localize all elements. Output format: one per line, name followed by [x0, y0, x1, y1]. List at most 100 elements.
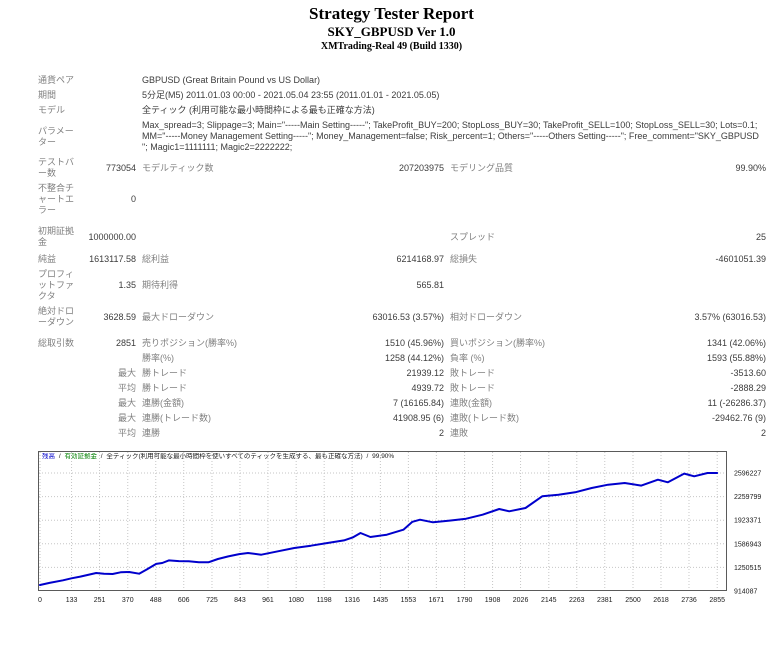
row-value: 1341 (42.06%)	[706, 338, 766, 348]
row-label: 不整合チャートエラー	[38, 183, 75, 215]
row-desc: 買いポジション(勝率%)	[450, 338, 545, 348]
svg-text:488: 488	[150, 597, 162, 604]
svg-text:914087: 914087	[734, 589, 757, 596]
row-desc: 相対ドローダウン	[450, 311, 523, 322]
row-desc: 勝トレード	[142, 383, 188, 393]
row-value: 6214168.97	[396, 254, 444, 264]
svg-text:2736: 2736	[681, 597, 697, 604]
svg-text:961: 961	[262, 597, 274, 604]
table-row-model: モデル 全ティック (利用可能な最小時間枠による最も正確な方法)	[38, 105, 766, 116]
svg-text:0: 0	[38, 597, 42, 604]
row-desc: モデルティック数	[142, 162, 214, 173]
row-sublabel: 最大	[117, 398, 136, 408]
svg-text:2263: 2263	[569, 597, 585, 604]
svg-text:1908: 1908	[485, 597, 501, 604]
row-value: 565.81	[416, 280, 444, 290]
svg-text:606: 606	[178, 597, 190, 604]
table-row-bars-tested: テストバー数 773054 モデルティック数 207203975 モデリング品質…	[38, 157, 766, 179]
row-desc: スプレッド	[450, 231, 496, 242]
svg-text:1435: 1435	[373, 597, 389, 604]
row-sublabel: 最大	[117, 368, 136, 378]
table-row-parameters: パラメーター Max_spread=3; Slippage=3; Main="-…	[38, 120, 766, 153]
chart-legend: 残高 / 有効証拠金 / 全ティック(利用可能な最小時間枠を使いすべてのティック…	[42, 453, 394, 461]
table-row-max-consecutive-amount: 最大 連勝(金額) 7 (16165.84) 連敗(金額) 11 (-26286…	[38, 398, 766, 409]
legend-equity-label: 有効証拠金	[64, 453, 97, 460]
svg-text:2596227: 2596227	[734, 471, 761, 478]
row-value: -3513.60	[730, 368, 766, 378]
row-value: 0	[130, 194, 136, 204]
row-desc: 総利益	[142, 254, 170, 264]
row-value: 99.90%	[735, 162, 766, 173]
svg-text:1316: 1316	[344, 597, 360, 604]
row-desc: 連勝(金額)	[142, 398, 184, 408]
legend-separator: /	[366, 453, 369, 460]
row-value: 1258 (44.12%)	[384, 353, 444, 363]
svg-text:1250515: 1250515	[734, 565, 761, 572]
table-row-absolute-drawdown: 絶対ドローダウン 3628.59 最大ドローダウン 63016.53 (3.57…	[38, 306, 766, 328]
row-label: モデル	[38, 105, 66, 115]
row-sublabel: 最大	[117, 413, 136, 423]
row-value: 1510 (45.96%)	[384, 338, 444, 348]
svg-text:2026: 2026	[513, 597, 529, 604]
row-value: 2	[760, 428, 766, 438]
row-desc: 敗トレード	[450, 383, 496, 393]
row-value: 全ティック (利用可能な最小時間枠による最も正確な方法)	[142, 105, 375, 115]
row-label: 純益	[38, 254, 57, 264]
report-table: 通貨ペア GBPUSD (Great Britain Pound vs US D…	[0, 75, 783, 439]
row-desc: 総損失	[450, 254, 478, 264]
row-value: 11 (-26286.37)	[707, 398, 766, 408]
svg-text:370: 370	[122, 597, 134, 604]
row-label: 期間	[38, 90, 57, 100]
table-row-net-profit: 純益 1613117.58 総利益 6214168.97 総損失 -460105…	[38, 254, 766, 265]
row-value: 1613117.58	[89, 254, 136, 264]
table-row-symbol: 通貨ペア GBPUSD (Great Britain Pound vs US D…	[38, 75, 766, 86]
table-row-max-consecutive-count: 最大 連勝(トレード数) 41908.95 (6) 連敗(トレード数) -294…	[38, 413, 766, 424]
balance-chart-svg: 0 133 251 370 488 606 725 843 961 1080 1198 1316 143…	[38, 451, 761, 604]
row-desc: 最大ドローダウン	[142, 311, 215, 322]
row-value: -29462.76 (9)	[711, 413, 766, 423]
svg-text:1080: 1080	[288, 597, 304, 604]
row-desc: 負率 (%)	[450, 353, 485, 363]
svg-text:251: 251	[94, 597, 106, 604]
row-label: 通貨ペア	[38, 75, 75, 85]
row-value: 21939.12	[406, 368, 444, 378]
row-desc: 敗トレード	[450, 368, 496, 378]
row-label: パラメーター	[38, 125, 74, 147]
svg-text:2500: 2500	[625, 597, 641, 604]
legend-balance-label: 残高	[42, 453, 55, 460]
row-label: 総取引数	[38, 338, 75, 348]
row-desc: 連敗	[450, 428, 469, 438]
row-desc: モデリング品質	[450, 162, 514, 173]
row-value: 41908.95 (6)	[392, 413, 444, 423]
table-row-win-rate: 勝率(%) 1258 (44.12%) 負率 (%) 1593 (55.88%)	[38, 353, 766, 364]
row-label: 初期証拠金	[38, 226, 75, 247]
svg-text:133: 133	[66, 597, 78, 604]
row-value: GBPUSD (Great Britain Pound vs US Dollar…	[142, 75, 321, 85]
report-header: Strategy Tester Report SKY_GBPUSD Ver 1.…	[27, 4, 757, 53]
row-desc: 連勝	[142, 428, 161, 438]
legend-separator: /	[58, 453, 61, 460]
table-row-average-consecutive: 平均 連勝 2 連敗 2	[38, 428, 766, 439]
row-sublabel: 平均	[117, 428, 136, 438]
row-value: 2	[438, 428, 444, 438]
svg-text:2259799: 2259799	[734, 494, 761, 501]
svg-text:1923371: 1923371	[734, 518, 761, 525]
row-value: 207203975	[398, 162, 444, 173]
row-desc: 連敗(トレード数)	[450, 413, 519, 423]
row-desc: 売りポジション(勝率%)	[142, 338, 237, 348]
row-value: 63016.53 (3.57%)	[372, 311, 444, 322]
svg-text:1198: 1198	[317, 597, 332, 604]
svg-text:1586943: 1586943	[734, 541, 761, 548]
row-value: -4601051.39	[715, 254, 766, 264]
table-row-period: 期間 5分足(M5) 2011.01.03 00:00 - 2021.05.04…	[38, 90, 766, 101]
row-value: 1.35	[118, 280, 136, 290]
svg-text:843: 843	[234, 597, 246, 604]
table-row-profit-factor: プロフィットファクタ 1.35 期待利得 565.81	[38, 269, 766, 302]
table-row-total-trades: 総取引数 2851 売りポジション(勝率%) 1510 (45.96%) 買いポ…	[38, 338, 766, 349]
svg-text:2855: 2855	[709, 597, 725, 604]
row-desc: 期待利得	[142, 280, 179, 290]
svg-text:1671: 1671	[429, 597, 445, 604]
strategy-name: SKY_GBPUSD Ver 1.0	[327, 24, 456, 39]
row-value: 25	[755, 231, 766, 242]
balance-chart: 0 133 251 370 488 606 725 843 961 1080 1198 1316 143…	[38, 451, 778, 609]
